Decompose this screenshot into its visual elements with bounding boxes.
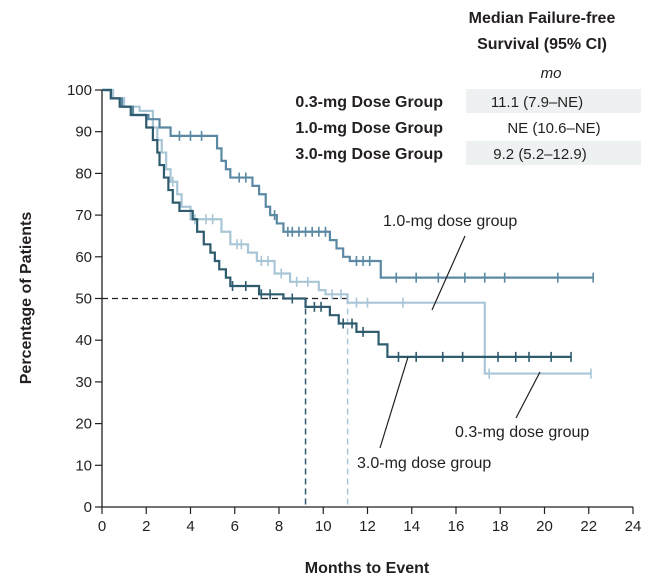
annotation-3mg: 3.0-mg dose group (357, 455, 491, 472)
curve-annotations: 1.0-mg dose group 0.3-mg dose group 3.0-… (357, 213, 589, 472)
x-tick-label: 0 (98, 518, 106, 535)
x-tick-label: 2 (142, 518, 150, 535)
y-tick-label: 30 (75, 374, 92, 391)
x-tick-label: 6 (231, 518, 239, 535)
y-tick-label: 60 (75, 249, 92, 266)
x-tick-label: 12 (359, 518, 376, 535)
x-tick-label: 4 (186, 518, 194, 535)
table-row-value-2: 9.2 (5.2–12.9) (493, 146, 586, 163)
x-tick-label: 8 (275, 518, 283, 535)
median-reference-lines (102, 297, 349, 507)
table-header-line1: Median Failure-free (469, 10, 616, 27)
x-tick-label: 16 (448, 518, 465, 535)
y-tick-label: 90 (75, 124, 92, 141)
leader-1mg (431, 235, 466, 311)
table-row-value-1: NE (10.6–NE) (507, 120, 600, 137)
table-row-label-0: 0.3-mg Dose Group (295, 94, 443, 111)
x-tick-label: 10 (315, 518, 332, 535)
leader-03mg (515, 371, 541, 419)
table-row-bg-0 (466, 89, 641, 113)
table-row-label-1: 1.0-mg Dose Group (295, 120, 443, 137)
y-tick-label: 80 (75, 165, 92, 182)
survival-curves (102, 88, 594, 379)
y-tick-label: 50 (75, 291, 92, 308)
annotation-03mg: 0.3-mg dose group (455, 424, 589, 441)
curve-line (102, 88, 591, 375)
y-tick-label: 10 (75, 457, 92, 474)
x-tick-label: 20 (536, 518, 553, 535)
y-tick-label: 100 (67, 82, 92, 99)
x-axis-title: Months to Event (305, 560, 430, 577)
series-3-0-mg-dose-group (102, 88, 572, 362)
y-tick-label: 0 (84, 499, 92, 516)
x-tick-label: 14 (403, 518, 420, 535)
y-ticks: 0 10 20 30 40 50 60 70 80 90 100 (67, 82, 102, 516)
y-tick-label: 70 (75, 207, 92, 224)
summary-table: Median Failure-free Survival (95% CI) mo… (295, 10, 641, 165)
series-1-0-mg-dose-group (102, 88, 594, 283)
table-row-value-0: 11.1 (7.9–NE) (491, 94, 583, 111)
curve-line (102, 88, 594, 279)
leader-3mg (379, 356, 409, 449)
table-unit: mo (541, 65, 562, 82)
table-header-line2: Survival (95% CI) (477, 36, 607, 53)
table-row-label-2: 3.0-mg Dose Group (295, 146, 443, 163)
series-0-3-mg-dose-group (102, 88, 592, 379)
x-ticks: 0 2 4 6 8 10 12 14 16 18 20 22 24 (98, 507, 642, 535)
x-tick-label: 22 (580, 518, 597, 535)
y-tick-label: 40 (75, 332, 92, 349)
x-tick-label: 24 (625, 518, 642, 535)
curve-line (102, 88, 572, 358)
annotation-1mg: 1.0-mg dose group (383, 213, 517, 230)
y-tick-label: 20 (75, 416, 92, 433)
x-tick-label: 18 (492, 518, 509, 535)
table-row-bg-2 (466, 141, 641, 165)
y-axis-title: Percentage of Patients (18, 212, 35, 385)
